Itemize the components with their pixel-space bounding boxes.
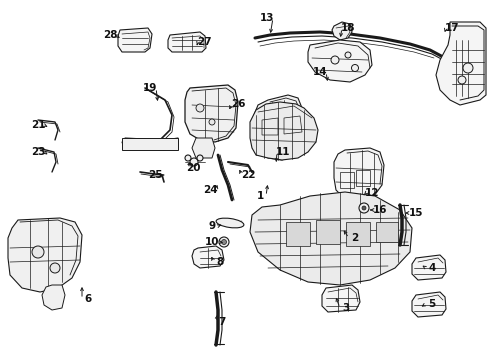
Circle shape	[330, 56, 338, 64]
Text: 9: 9	[208, 221, 215, 231]
Text: 11: 11	[275, 147, 290, 157]
Polygon shape	[333, 148, 383, 200]
Text: 17: 17	[444, 23, 458, 33]
Text: 18: 18	[340, 23, 354, 33]
Polygon shape	[285, 222, 309, 246]
Polygon shape	[435, 22, 485, 105]
Text: 10: 10	[204, 237, 219, 247]
Circle shape	[361, 206, 365, 210]
Circle shape	[184, 155, 191, 161]
Circle shape	[208, 119, 215, 125]
Circle shape	[358, 203, 368, 213]
Circle shape	[345, 52, 350, 58]
Text: 26: 26	[230, 99, 245, 109]
Circle shape	[219, 237, 228, 247]
Polygon shape	[331, 22, 351, 40]
Text: 19: 19	[142, 83, 157, 93]
Ellipse shape	[216, 218, 244, 228]
Circle shape	[197, 155, 203, 161]
Text: 23: 23	[31, 147, 45, 157]
Text: 2: 2	[351, 233, 358, 243]
Polygon shape	[168, 32, 205, 52]
Polygon shape	[411, 292, 445, 317]
Circle shape	[462, 63, 472, 73]
Polygon shape	[249, 102, 317, 160]
Polygon shape	[118, 28, 152, 52]
Text: 22: 22	[240, 170, 255, 180]
Text: 16: 16	[372, 205, 386, 215]
Text: 24: 24	[202, 185, 217, 195]
Circle shape	[351, 64, 358, 72]
Text: 14: 14	[312, 67, 326, 77]
Text: 21: 21	[31, 120, 45, 130]
Text: 12: 12	[364, 188, 379, 198]
Polygon shape	[249, 192, 411, 285]
Polygon shape	[42, 285, 65, 310]
Circle shape	[196, 104, 203, 112]
Text: 4: 4	[427, 263, 435, 273]
Polygon shape	[315, 220, 339, 244]
Polygon shape	[184, 85, 238, 142]
Polygon shape	[411, 255, 445, 280]
Text: 25: 25	[147, 170, 162, 180]
Circle shape	[190, 158, 198, 166]
Text: 6: 6	[84, 294, 91, 304]
Polygon shape	[122, 138, 178, 150]
Polygon shape	[192, 246, 224, 268]
Polygon shape	[346, 222, 369, 246]
Text: 28: 28	[102, 30, 117, 40]
Text: 13: 13	[259, 13, 274, 23]
Text: 7: 7	[218, 317, 225, 327]
Polygon shape	[8, 218, 82, 292]
Polygon shape	[375, 222, 397, 242]
Circle shape	[50, 263, 60, 273]
Polygon shape	[192, 138, 215, 158]
Text: 27: 27	[196, 37, 211, 47]
Circle shape	[457, 76, 465, 84]
Text: 1: 1	[256, 191, 263, 201]
Text: 5: 5	[427, 299, 435, 309]
Text: 20: 20	[185, 163, 200, 173]
Polygon shape	[253, 95, 302, 160]
Text: 8: 8	[216, 257, 223, 267]
Polygon shape	[321, 285, 359, 312]
Polygon shape	[307, 40, 371, 82]
Circle shape	[221, 239, 226, 244]
Circle shape	[32, 246, 44, 258]
Text: 3: 3	[342, 303, 349, 313]
Text: 15: 15	[408, 208, 423, 218]
